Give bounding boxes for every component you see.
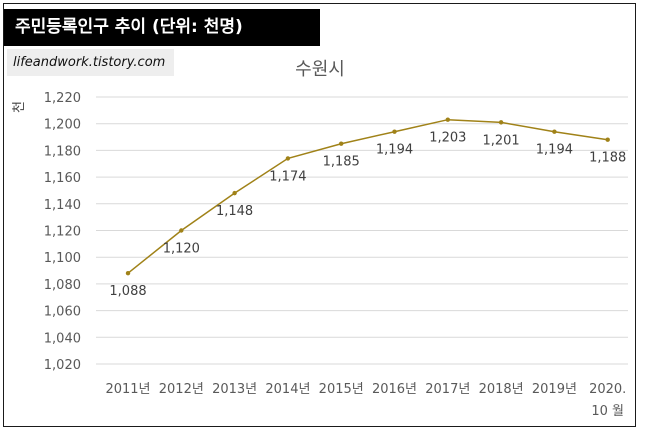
x-tick-label: 2016년 xyxy=(372,382,417,397)
data-point xyxy=(232,190,237,196)
y-tick-label: 1,180 xyxy=(44,144,81,159)
chart-banner-title: 주민등록인구 추이 (단위: 천명) xyxy=(4,9,320,46)
data-label: 1,120 xyxy=(163,242,200,257)
data-label: 1,203 xyxy=(429,131,466,146)
x-tick-label: 2013년 xyxy=(212,382,257,397)
data-point xyxy=(498,120,504,125)
x-tick-label: 2015년 xyxy=(319,382,364,397)
data-point xyxy=(179,228,184,233)
watermark: lifeandwork.tistory.com xyxy=(7,49,174,76)
data-point xyxy=(125,271,131,276)
y-tick-label: 1,140 xyxy=(44,198,81,213)
data-labels: 1,088 1,120 1,148 1,174 1,185 1,194 1,203 1,201… xyxy=(109,131,626,300)
data-points xyxy=(125,117,610,276)
y-tick-label: 1,100 xyxy=(44,251,81,266)
y-tick-label: 1,160 xyxy=(44,171,81,186)
x-tick-label: 2011년 xyxy=(105,382,150,397)
data-point xyxy=(392,129,397,134)
y-tick-label: 1,120 xyxy=(44,225,81,240)
data-label: 1,188 xyxy=(589,151,626,166)
y-axis-label: 천 xyxy=(12,101,27,113)
gridlines xyxy=(96,96,628,365)
y-axis-ticks: 1,020 1,040 1,060 1,080 1,100 1,120 1,140 1,160… xyxy=(44,91,81,373)
y-tick-label: 1,080 xyxy=(44,278,81,293)
data-label: 1,194 xyxy=(536,143,573,158)
data-label: 1,201 xyxy=(482,133,519,148)
x-tick-label: 2018년 xyxy=(479,382,524,397)
y-tick-label: 1,020 xyxy=(44,358,81,373)
x-tick-label: 2019년 xyxy=(532,382,577,397)
series-line xyxy=(127,118,608,274)
data-label: 1,148 xyxy=(216,204,253,219)
x-tick-label: 2020. xyxy=(589,382,626,397)
x-tick-label: 2014년 xyxy=(265,382,310,397)
x-tick-label: 2012년 xyxy=(159,382,204,397)
x-tick-label: 2017년 xyxy=(425,382,470,397)
data-label: 1,174 xyxy=(269,169,306,184)
data-label: 1,088 xyxy=(109,284,146,299)
x-axis-ticks: 2011년 2012년 2013년 2014년 2015년 2016년 2017년 2018년… xyxy=(105,382,626,419)
y-tick-label: 1,040 xyxy=(44,331,81,346)
data-point xyxy=(605,137,610,142)
data-point xyxy=(339,141,344,146)
chart-title: 수원시 xyxy=(295,59,345,80)
data-point xyxy=(285,156,291,161)
y-tick-label: 1,220 xyxy=(44,91,81,106)
y-tick-label: 1,200 xyxy=(44,118,81,133)
data-label: 1,194 xyxy=(376,143,413,158)
data-label: 1,185 xyxy=(323,155,360,170)
y-tick-label: 1,060 xyxy=(44,305,81,320)
data-point xyxy=(552,129,557,134)
data-point xyxy=(445,117,450,122)
x-tick-label: 10 월 xyxy=(591,404,624,419)
